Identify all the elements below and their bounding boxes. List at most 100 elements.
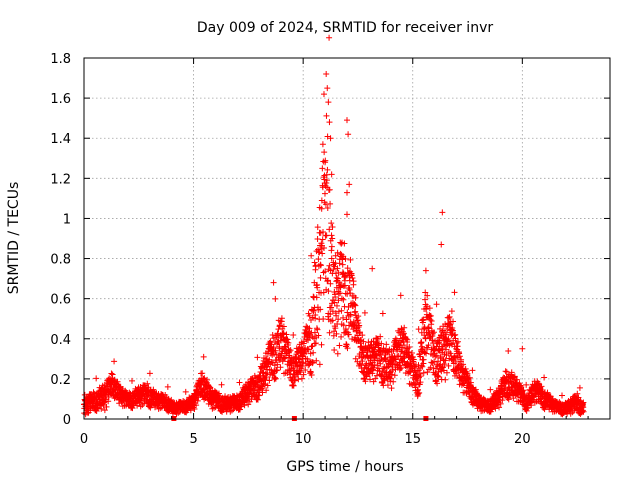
data-point: [359, 358, 366, 365]
data-point: [352, 302, 359, 309]
data-point: [496, 404, 503, 411]
data-point: [299, 363, 306, 370]
data-point: [284, 366, 291, 373]
data-point: [287, 347, 294, 354]
data-point: [425, 324, 432, 331]
data-point: [103, 403, 110, 410]
data-point: [423, 350, 430, 357]
data-point: [335, 269, 342, 276]
data-point: [544, 389, 551, 396]
data-point: [128, 377, 135, 384]
data-point: [520, 387, 527, 394]
data-point: [448, 308, 455, 315]
data-point: [312, 311, 319, 318]
data-point: [442, 376, 449, 383]
data-point: [193, 402, 200, 409]
data-point: [346, 312, 353, 319]
data-point: [438, 241, 445, 248]
data-point: [449, 327, 456, 334]
data-point: [361, 309, 368, 316]
data-point: [420, 316, 427, 323]
data-point: [308, 252, 315, 259]
data-point: [497, 400, 504, 407]
data-point: [378, 372, 385, 379]
data-point: [336, 342, 343, 349]
data-point: [390, 378, 397, 385]
data-point: [345, 331, 352, 338]
data-point: [204, 376, 211, 383]
data-point: [328, 255, 335, 262]
data-point: [422, 267, 429, 274]
data-point: [300, 359, 307, 366]
data-point: [487, 386, 494, 393]
data-point: [114, 378, 121, 385]
data-point: [330, 266, 337, 273]
data-point: [508, 369, 515, 376]
data-point: [426, 305, 433, 312]
data-point: [338, 295, 345, 302]
data-point: [259, 389, 266, 396]
data-point: [499, 397, 506, 404]
data-point: [347, 311, 354, 318]
data-point: [191, 406, 198, 413]
data-point: [200, 353, 207, 360]
data-point: [362, 378, 369, 385]
data-point: [342, 282, 349, 289]
data-point: [320, 245, 327, 252]
data-point: [340, 296, 347, 303]
data-point: [304, 346, 311, 353]
data-point: [321, 149, 328, 156]
data-point: [286, 348, 293, 355]
data-point: [315, 246, 322, 253]
data-point: [272, 347, 279, 354]
data-point: [327, 200, 334, 207]
data-point: [383, 341, 390, 348]
data-point: [279, 331, 286, 338]
chart-title: Day 009 of 2024, SRMTID for receiver inv…: [197, 20, 493, 36]
data-point: [401, 342, 408, 349]
data-point: [264, 382, 271, 389]
data-point: [309, 359, 316, 366]
data-point: [322, 183, 329, 190]
data-point: [345, 131, 352, 138]
data-point: [253, 383, 260, 390]
data-point: [352, 355, 359, 362]
data-point: [144, 380, 151, 387]
data-point: [403, 335, 410, 342]
data-point: [344, 117, 350, 124]
data-point: [101, 399, 108, 406]
data-point: [333, 330, 340, 337]
data-point: [272, 375, 279, 382]
y-tick-label: 0: [63, 413, 71, 428]
data-point: [378, 340, 385, 347]
data-point: [260, 380, 267, 387]
data-point: [306, 325, 313, 332]
data-point: [326, 186, 333, 193]
data-point: [93, 375, 100, 382]
data-point: [316, 249, 323, 256]
data-point: [355, 313, 362, 320]
data-point: [445, 362, 452, 369]
data-point: [313, 294, 320, 301]
data-point: [320, 228, 327, 235]
data-point: [319, 141, 326, 148]
data-point: [388, 371, 395, 378]
data-point: [328, 304, 335, 311]
data-point: [317, 306, 324, 313]
data-point: [400, 330, 407, 337]
data-point: [456, 350, 463, 357]
data-point: [290, 382, 297, 389]
data-point: [134, 402, 141, 409]
data-point: [377, 360, 384, 367]
data-point: [369, 370, 376, 377]
data-point: [328, 232, 335, 239]
data-point: [439, 209, 446, 216]
data-point: [420, 369, 427, 376]
data-point: [331, 299, 338, 306]
data-point: [406, 369, 413, 376]
data-point: [270, 344, 277, 351]
data-point: [442, 357, 449, 364]
data-point: [316, 361, 323, 368]
data-point: [335, 316, 342, 323]
data-point: [443, 369, 450, 376]
